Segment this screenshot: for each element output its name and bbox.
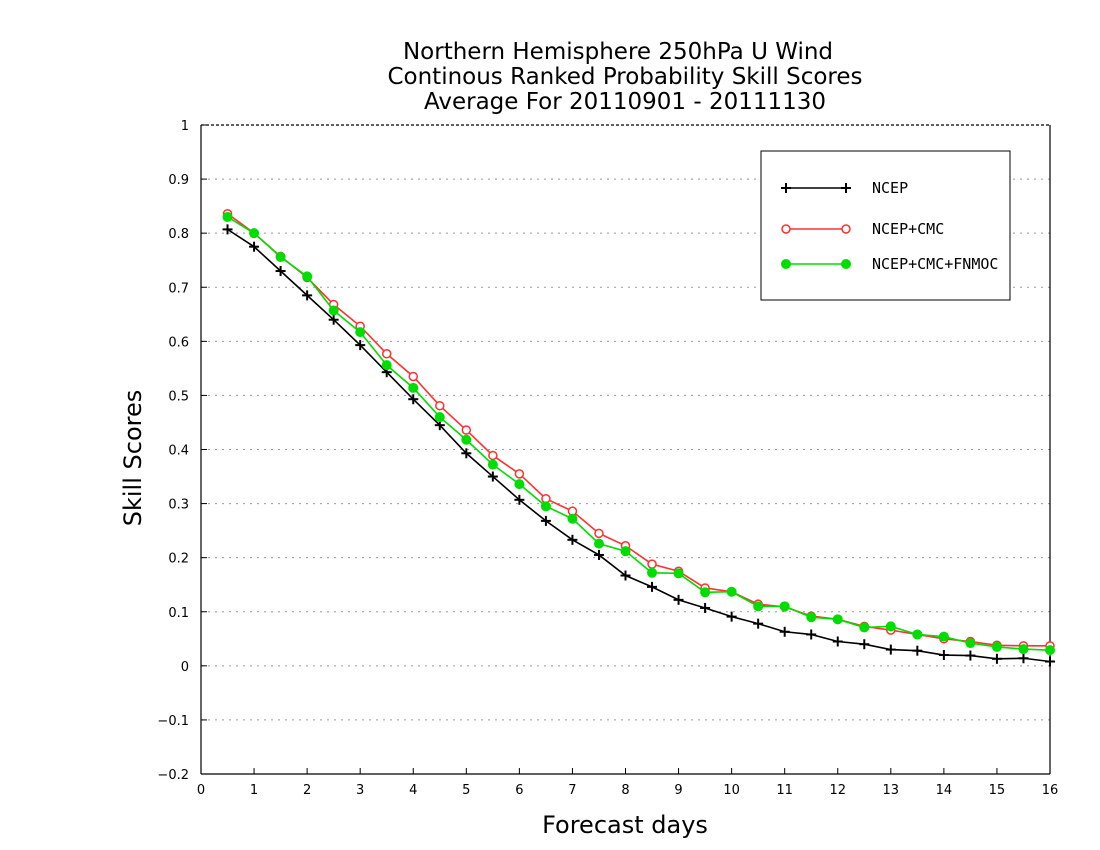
data-point — [753, 601, 764, 612]
legend-item: NCEP+CMC+FNMOC — [781, 255, 998, 273]
y-tick-label: 0 — [181, 660, 189, 675]
x-tick-label: 10 — [723, 783, 740, 798]
x-tick-label: 5 — [462, 783, 470, 798]
data-point — [594, 528, 604, 539]
y-tick-label: 1 — [181, 119, 189, 134]
data-point — [885, 621, 896, 632]
y-tick-label: −0.2 — [157, 768, 189, 783]
data-point — [514, 469, 525, 479]
data-point — [593, 538, 604, 549]
y-tick-label: 0.3 — [168, 498, 189, 513]
title-line-3: Average For 20110901 - 20111130 — [424, 89, 826, 115]
data-point — [832, 614, 843, 625]
x-tick-label: 8 — [621, 783, 629, 798]
x-tick-label: 11 — [776, 783, 793, 798]
gridlines — [201, 178, 1050, 721]
legend: NCEP NCEP+CMC NCEP+CMC+FNMOC — [760, 150, 1011, 301]
x-tick-label: 6 — [515, 783, 523, 798]
data-point — [222, 211, 233, 222]
legend-marker-end — [841, 259, 851, 269]
data-point — [647, 559, 657, 569]
legend-item: NCEP — [781, 179, 908, 197]
data-point — [249, 228, 260, 239]
data-point — [488, 450, 498, 461]
y-tick-label: 0.6 — [168, 335, 189, 350]
data-point — [381, 349, 392, 359]
x-tick-label: 7 — [568, 783, 576, 798]
legend-marker-start — [781, 224, 791, 234]
data-point — [302, 271, 313, 282]
legend-marker-start — [781, 259, 791, 269]
legend-label: NCEP — [872, 179, 908, 197]
y-tick-label: −0.1 — [157, 714, 189, 729]
data-point — [1045, 645, 1055, 656]
data-point — [275, 251, 286, 262]
data-point — [1018, 644, 1029, 655]
x-tick-label: 14 — [936, 783, 953, 798]
series-ncep — [222, 224, 1055, 667]
data-point — [991, 641, 1002, 652]
data-point — [434, 412, 445, 423]
series-ncep-cmc-fnmoc — [222, 211, 1055, 656]
x-tick-label: 15 — [989, 783, 1006, 798]
series-lines — [222, 208, 1055, 667]
y-tick-label: 0.8 — [168, 227, 189, 242]
data-point — [435, 400, 445, 411]
axis-ticks: 0 1 2 3 4 5 6 7 8 9 10 11 12 13 14 15 16−0.2−0.100.10.20… — [157, 119, 1058, 798]
x-tick-label: 4 — [409, 783, 417, 798]
legend-item: NCEP+CMC — [781, 220, 944, 238]
data-point — [620, 546, 631, 557]
data-point — [647, 567, 658, 578]
y-tick-label: 0.4 — [168, 444, 189, 459]
data-point — [938, 631, 949, 642]
data-point — [965, 638, 976, 649]
data-point — [673, 568, 684, 579]
title-line-1: Northern Hemisphere 250hPa U Wind — [403, 39, 833, 65]
chart-title: Northern Hemisphere 250hPa U Wind Contin… — [387, 39, 862, 115]
data-point — [461, 425, 472, 435]
y-tick-label: 0.9 — [168, 173, 189, 188]
data-point — [408, 382, 419, 393]
x-tick-label: 16 — [1042, 783, 1059, 798]
data-point — [567, 513, 578, 524]
data-point — [487, 459, 498, 470]
data-point — [540, 501, 551, 512]
data-point — [726, 586, 737, 597]
data-point — [328, 305, 339, 316]
x-tick-label: 0 — [197, 783, 205, 798]
y-tick-label: 0.5 — [168, 389, 189, 404]
x-tick-label: 12 — [829, 783, 846, 798]
data-point — [381, 360, 392, 371]
x-tick-label: 2 — [303, 783, 311, 798]
data-point — [461, 434, 472, 445]
data-point — [514, 479, 525, 490]
title-line-2: Continous Ranked Probability Skill Score… — [387, 64, 862, 90]
data-point — [355, 327, 366, 338]
legend-label: NCEP+CMC+FNMOC — [872, 255, 998, 273]
y-tick-label: 0.7 — [168, 281, 189, 296]
y-tick-label: 0.2 — [168, 552, 189, 567]
y-axis-label: Skill Scores — [119, 390, 147, 527]
y-tick-label: 0.1 — [168, 606, 189, 621]
data-point — [700, 587, 711, 598]
data-point — [408, 371, 418, 382]
legend-box — [760, 150, 1011, 301]
data-point — [912, 629, 923, 640]
data-point — [859, 622, 870, 633]
x-tick-label: 1 — [250, 783, 258, 798]
x-axis-label: Forecast days — [542, 811, 708, 839]
x-tick-label: 9 — [674, 783, 682, 798]
x-tick-label: 3 — [356, 783, 364, 798]
x-tick-label: 13 — [883, 783, 900, 798]
data-point — [806, 612, 817, 623]
data-point — [779, 601, 790, 612]
legend-marker-end — [841, 224, 851, 234]
legend-label: NCEP+CMC — [872, 220, 944, 238]
